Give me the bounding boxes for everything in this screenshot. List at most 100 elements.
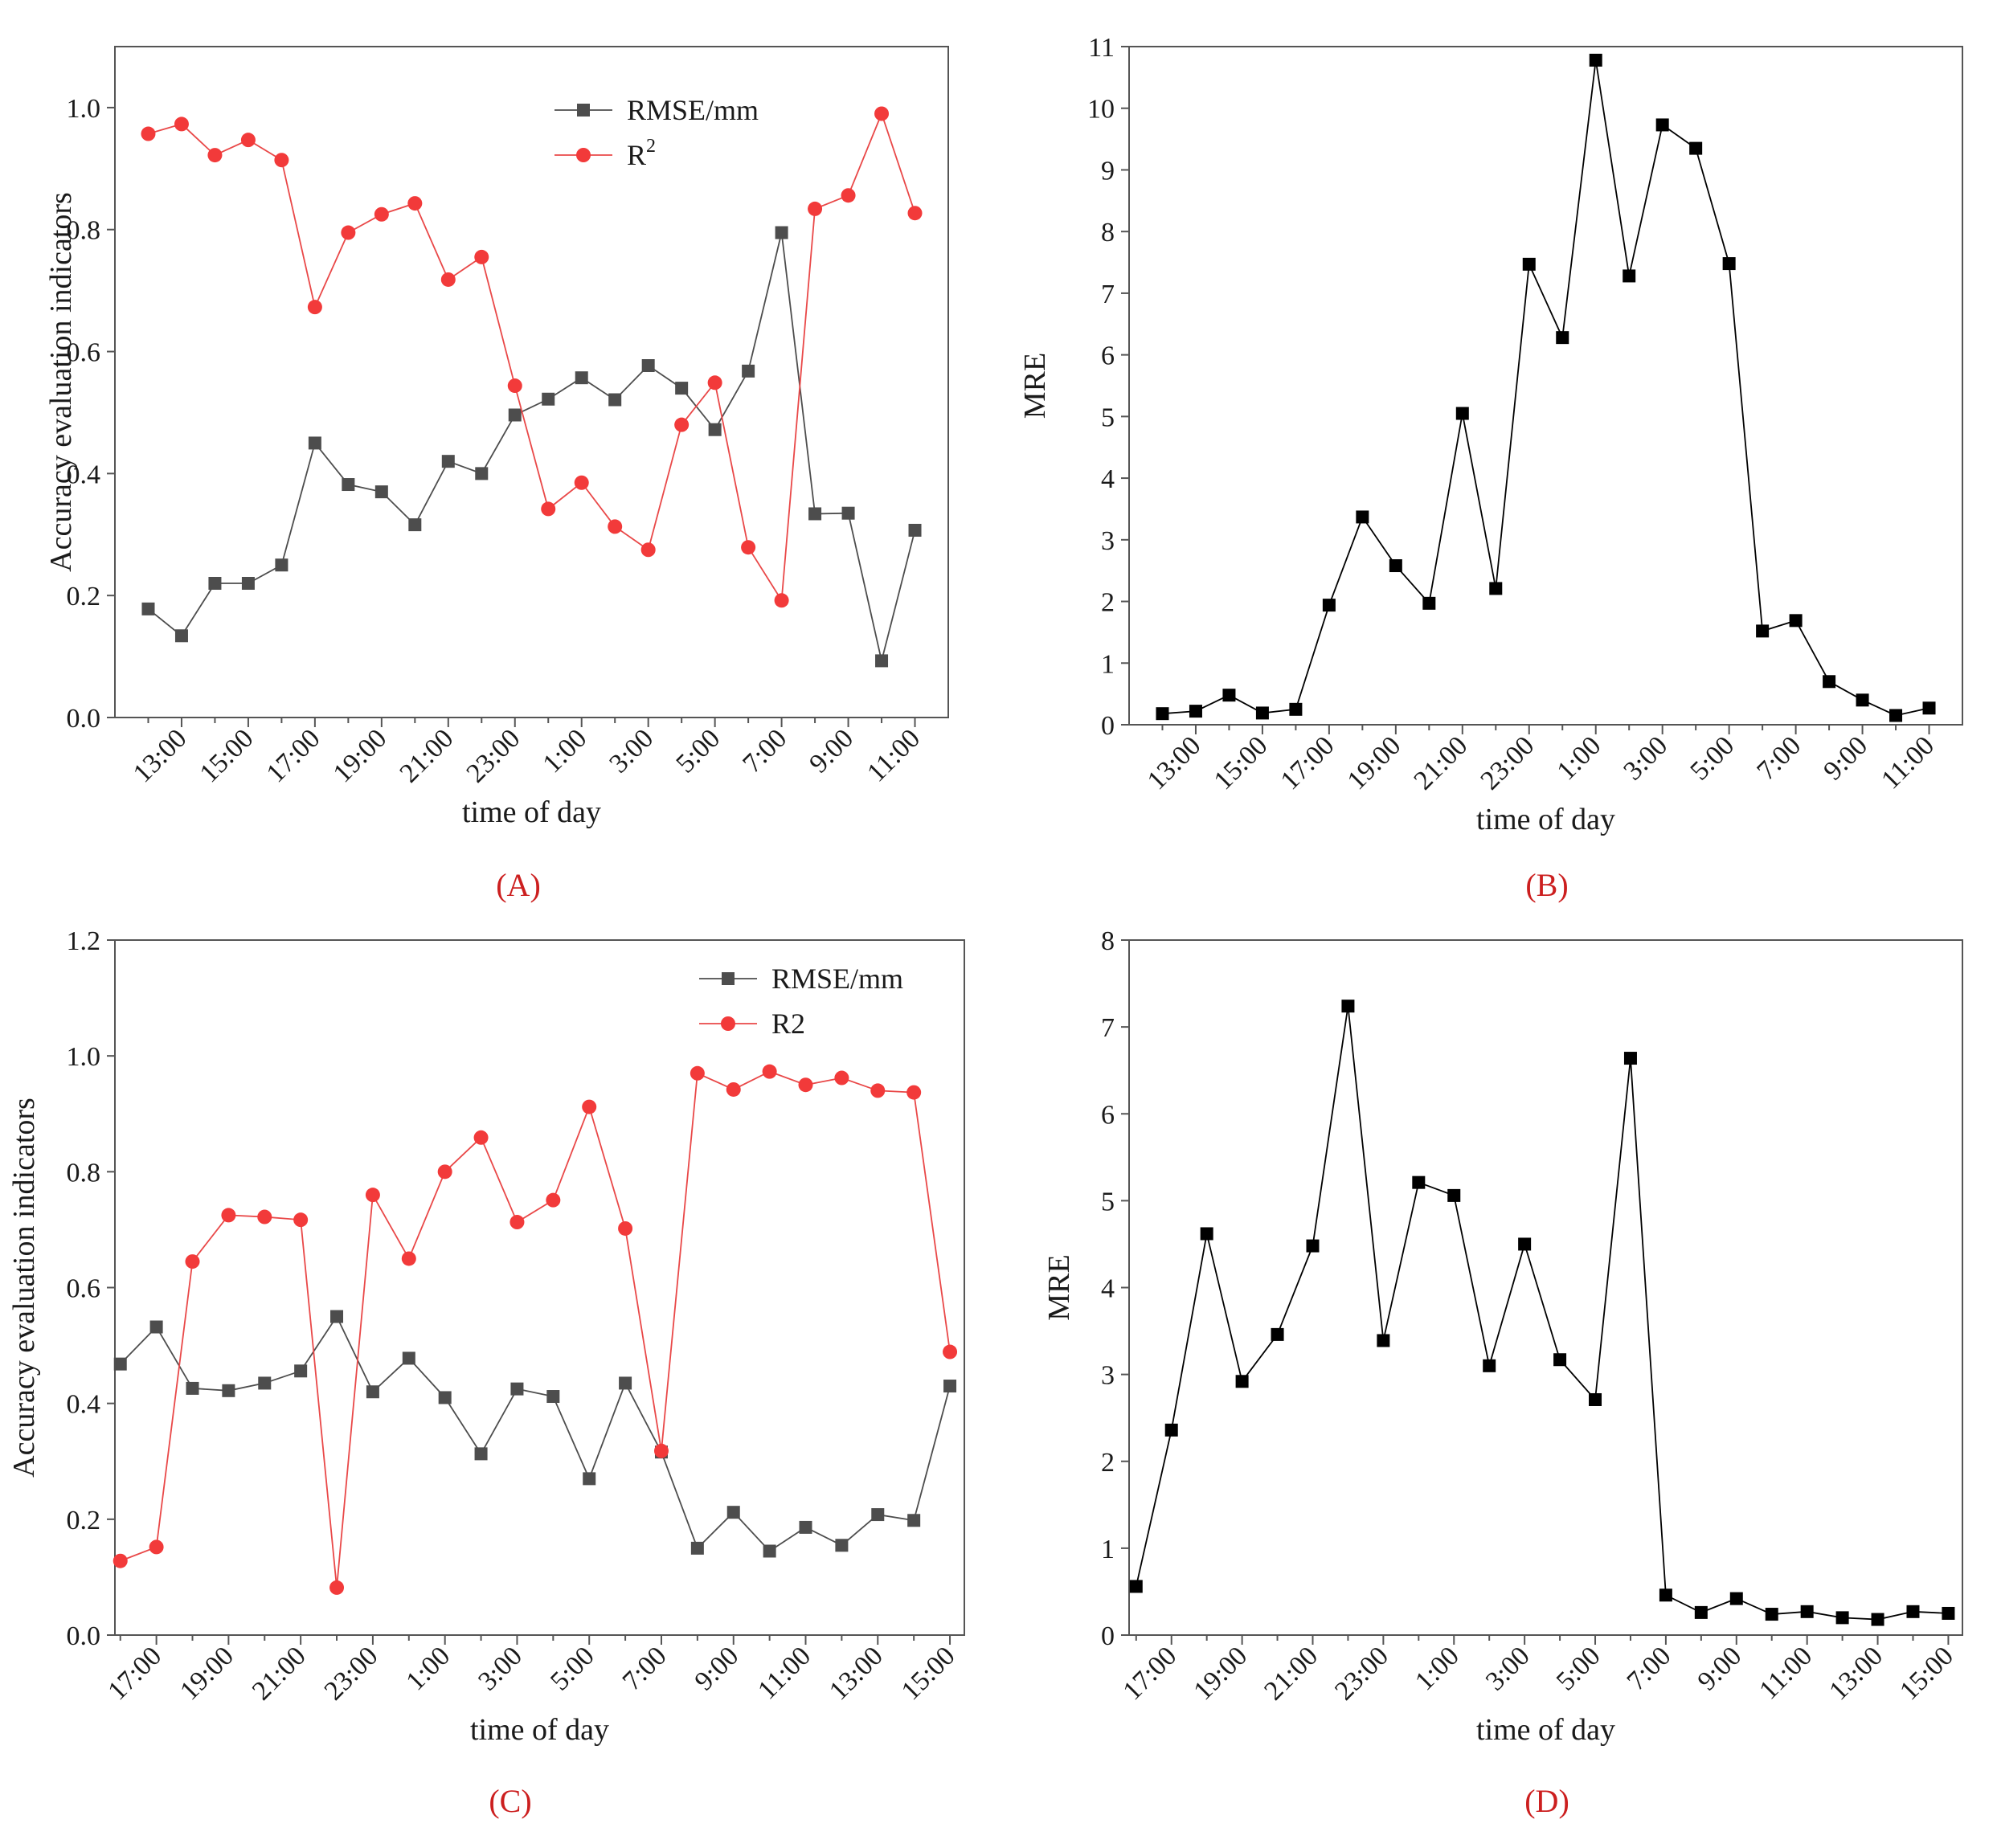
data-point-rmse-mm <box>330 1310 344 1323</box>
data-point-rmse-mm <box>908 523 922 537</box>
x-tick-label: 7:00 <box>1751 730 1807 786</box>
x-tick-label: 13:00 <box>1823 1641 1889 1706</box>
data-point-rmse-mm <box>141 602 155 615</box>
x-tick-label: 3:00 <box>604 723 659 779</box>
x-tick-label: 21:00 <box>247 1641 312 1706</box>
data-point-r2 <box>707 375 722 390</box>
data-point-rmse-mm <box>907 1514 921 1527</box>
data-point-rmse-mm <box>871 1508 885 1522</box>
y-tick-label: 8 <box>1101 926 1115 956</box>
data-point-rmse-mm <box>726 1506 740 1519</box>
x-tick-label: 3:00 <box>473 1641 528 1696</box>
data-point-rmse-mm <box>510 1382 524 1396</box>
y-tick-label: 0.2 <box>67 1506 101 1535</box>
x-tick-label: 3:00 <box>1618 730 1673 786</box>
data-point-mre <box>1655 118 1669 132</box>
x-tick-label: 11:00 <box>861 723 926 787</box>
x-tick-label: 17:00 <box>261 723 326 788</box>
data-point-mre <box>1756 624 1770 638</box>
data-point-r2 <box>608 519 623 534</box>
x-axis-label: time of day <box>1476 803 1615 836</box>
data-point-r2 <box>329 1580 345 1595</box>
y-tick-label: 5 <box>1101 1187 1115 1216</box>
data-point-rmse-mm <box>408 518 422 532</box>
x-tick-label: 15:00 <box>1894 1641 1959 1706</box>
chart-panel-a: 0.00.20.40.60.81.013:00 15:00 17:00 19:00 21… <box>44 46 949 903</box>
y-tick-label: 0.6 <box>67 1274 101 1304</box>
plot-frame <box>1128 939 1963 1636</box>
data-point-rmse-mm <box>708 423 722 436</box>
x-tick-label: 13:00 <box>1142 730 1207 795</box>
legend-marker <box>577 104 590 117</box>
data-point-rmse-mm <box>546 1390 560 1404</box>
x-tick-label: 21:00 <box>1258 1641 1324 1706</box>
x-tick-label: 5:00 <box>670 723 726 779</box>
legend-label: RMSE/mm <box>771 963 903 995</box>
y-tick-label: 7 <box>1101 280 1115 309</box>
data-point-rmse-mm <box>690 1541 704 1555</box>
data-point-r2 <box>582 1099 597 1114</box>
x-axis-label: time of day <box>1476 1713 1615 1747</box>
legend-label-superscript: 2 <box>646 136 656 157</box>
chart-panel-c: 0.0 0.2 0.4 0.6 0.8 1.0 1.2 17:00 19:00 21:00 23:0… <box>7 926 965 1819</box>
x-tick-label: 17:00 <box>1117 1641 1182 1706</box>
data-point-mre <box>1164 1423 1178 1437</box>
data-point-mre <box>1722 257 1736 271</box>
x-tick-label: 23:00 <box>1475 730 1540 795</box>
data-point-mre <box>1255 706 1269 720</box>
x-tick-label: 19:00 <box>328 723 393 788</box>
y-tick-label: 0.4 <box>67 1390 101 1420</box>
x-tick-label: 19:00 <box>1188 1641 1253 1706</box>
data-point-rmse-mm <box>438 1391 452 1404</box>
data-point-rmse-mm <box>542 392 555 406</box>
data-point-rmse-mm <box>875 654 889 668</box>
data-point-rmse-mm <box>763 1544 776 1558</box>
data-point-r2 <box>841 188 856 203</box>
x-tick-label: 5:00 <box>1684 730 1740 786</box>
data-point-mre <box>1765 1608 1778 1621</box>
x-tick-label: 23:00 <box>1329 1641 1394 1706</box>
data-point-mre <box>1889 709 1903 722</box>
x-tick-label: 11:00 <box>1876 730 1940 795</box>
y-tick-label: 1.2 <box>67 926 101 956</box>
data-point-rmse-mm <box>474 1447 488 1461</box>
data-point-rmse-mm <box>241 577 255 590</box>
data-point-mre <box>1322 599 1336 612</box>
data-point-mre <box>1455 407 1469 420</box>
y-tick-label: 8 <box>1101 218 1115 247</box>
data-point-rmse-mm <box>619 1376 632 1390</box>
series-line-mre <box>1162 59 1929 717</box>
data-point-r2 <box>726 1081 741 1097</box>
x-tick-label: 15:00 <box>194 723 260 788</box>
data-point-mre <box>1289 702 1303 716</box>
data-point-mre <box>1871 1613 1884 1626</box>
data-point-rmse-mm <box>186 1381 199 1395</box>
x-tick-label: 5:00 <box>545 1641 600 1696</box>
data-point-rmse-mm <box>508 408 522 422</box>
data-point-rmse-mm <box>775 226 788 239</box>
y-tick-label: 3 <box>1101 526 1115 556</box>
legend-label-text: RMSE/mm <box>771 963 903 995</box>
y-tick-label: 7 <box>1101 1013 1115 1043</box>
x-tick-label: 19:00 <box>1342 730 1407 795</box>
x-tick-label: 7:00 <box>617 1641 673 1696</box>
data-point-r2 <box>541 501 556 517</box>
x-tick-label: 1:00 <box>1551 730 1606 786</box>
x-tick-label: 1:00 <box>1410 1641 1465 1696</box>
data-point-mre <box>1689 141 1703 155</box>
data-point-r2 <box>185 1254 200 1269</box>
data-point-r2 <box>574 475 589 490</box>
data-point-rmse-mm <box>841 506 855 520</box>
data-point-rmse-mm <box>808 507 822 521</box>
data-point-rmse-mm <box>608 393 622 407</box>
data-point-r2 <box>834 1070 849 1085</box>
data-point-r2 <box>618 1220 633 1236</box>
data-point-r2 <box>870 1083 886 1098</box>
data-point-mre <box>1422 596 1436 610</box>
data-point-r2 <box>798 1077 813 1093</box>
data-point-r2 <box>546 1192 561 1208</box>
data-point-r2 <box>741 540 756 555</box>
data-point-r2 <box>653 1443 669 1458</box>
x-tick-label: 21:00 <box>1409 730 1474 795</box>
